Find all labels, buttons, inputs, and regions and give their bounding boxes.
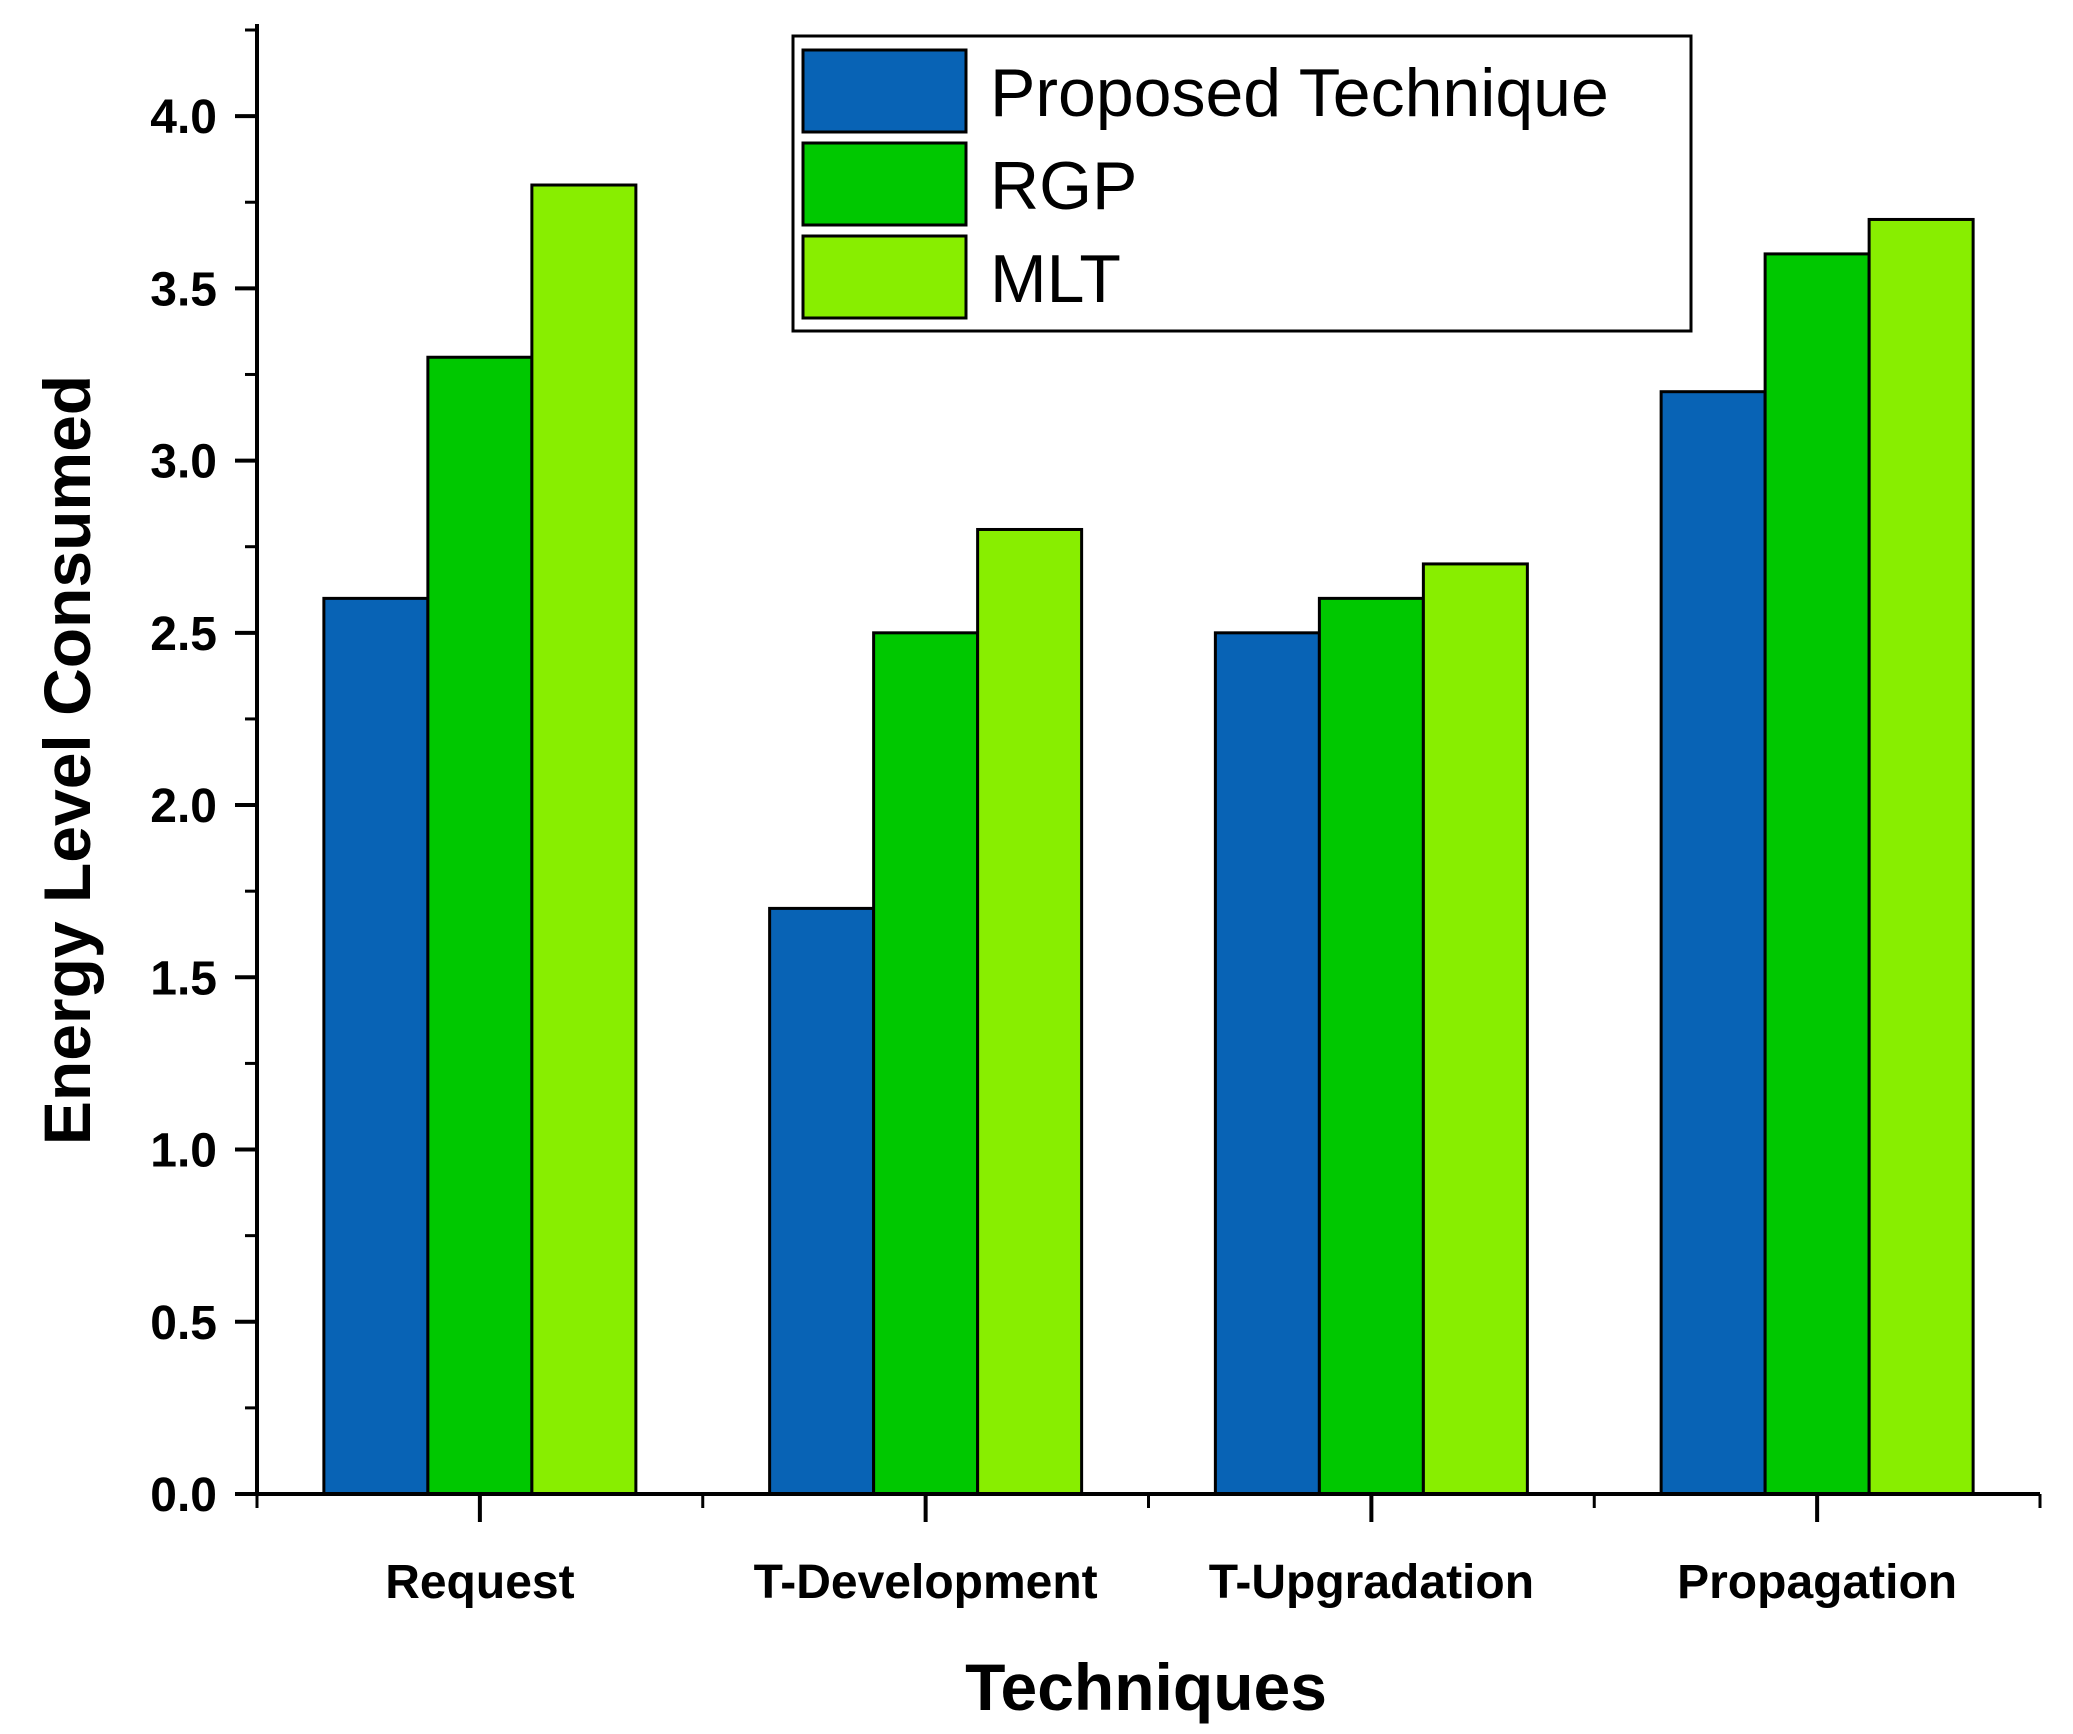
bar-proposed-t-upgradation xyxy=(1213,631,1321,1496)
bar-rgp-request xyxy=(426,355,534,1496)
legend-label-rgp: RGP xyxy=(990,148,1137,224)
legend: Proposed Technique RGP MLT xyxy=(791,34,1693,333)
bar-mlt-request xyxy=(530,183,638,1496)
y-tick-label: 2.0 xyxy=(150,780,217,833)
bar-proposed-propagation xyxy=(1659,390,1767,1496)
bar-mlt-propagation xyxy=(1867,217,1975,1496)
x-tick-label-t-development: T-Development xyxy=(754,1556,1098,1609)
bar-rgp-t-development xyxy=(872,631,980,1496)
y-tick-label: 3.0 xyxy=(150,436,217,489)
y-axis-title: Energy Level Consumed xyxy=(30,375,104,1145)
bar-mlt-t-development xyxy=(976,527,1084,1496)
legend-swatch-rgp xyxy=(801,141,968,227)
y-tick-label: 0.0 xyxy=(150,1469,217,1522)
legend-label-proposed: Proposed Technique xyxy=(990,55,1609,131)
bar-proposed-t-development xyxy=(768,906,876,1496)
x-axis-title: Techniques xyxy=(965,1650,1327,1724)
y-tick-label: 4.0 xyxy=(150,91,217,144)
bar-mlt-t-upgradation xyxy=(1421,562,1529,1496)
legend-label-mlt: MLT xyxy=(990,241,1121,317)
x-ticks-group: Request T-Development T-Upgradation Propaga… xyxy=(255,1494,2042,1609)
y-tick-label: 1.0 xyxy=(150,1125,217,1178)
y-tick-label: 2.5 xyxy=(150,608,217,661)
bar-rgp-t-upgradation xyxy=(1317,596,1425,1496)
y-ticks-group: 0.0 0.5 1.0 1.5 2.0 2.5 3.0 3.5 4.0 xyxy=(150,28,257,1522)
y-tick-label: 3.5 xyxy=(150,263,217,316)
y-tick-label: 1.5 xyxy=(150,952,217,1005)
legend-swatch-mlt xyxy=(801,234,968,320)
y-tick-label: 0.5 xyxy=(150,1297,217,1350)
x-tick-label-request: Request xyxy=(385,1556,574,1609)
bar-rgp-propagation xyxy=(1763,252,1871,1496)
x-tick-label-t-upgradation: T-Upgradation xyxy=(1209,1556,1534,1609)
bar-proposed-request xyxy=(322,596,430,1496)
legend-swatch-proposed xyxy=(801,48,968,134)
x-tick-label-propagation: Propagation xyxy=(1677,1556,1957,1609)
bars-group xyxy=(322,183,1975,1496)
